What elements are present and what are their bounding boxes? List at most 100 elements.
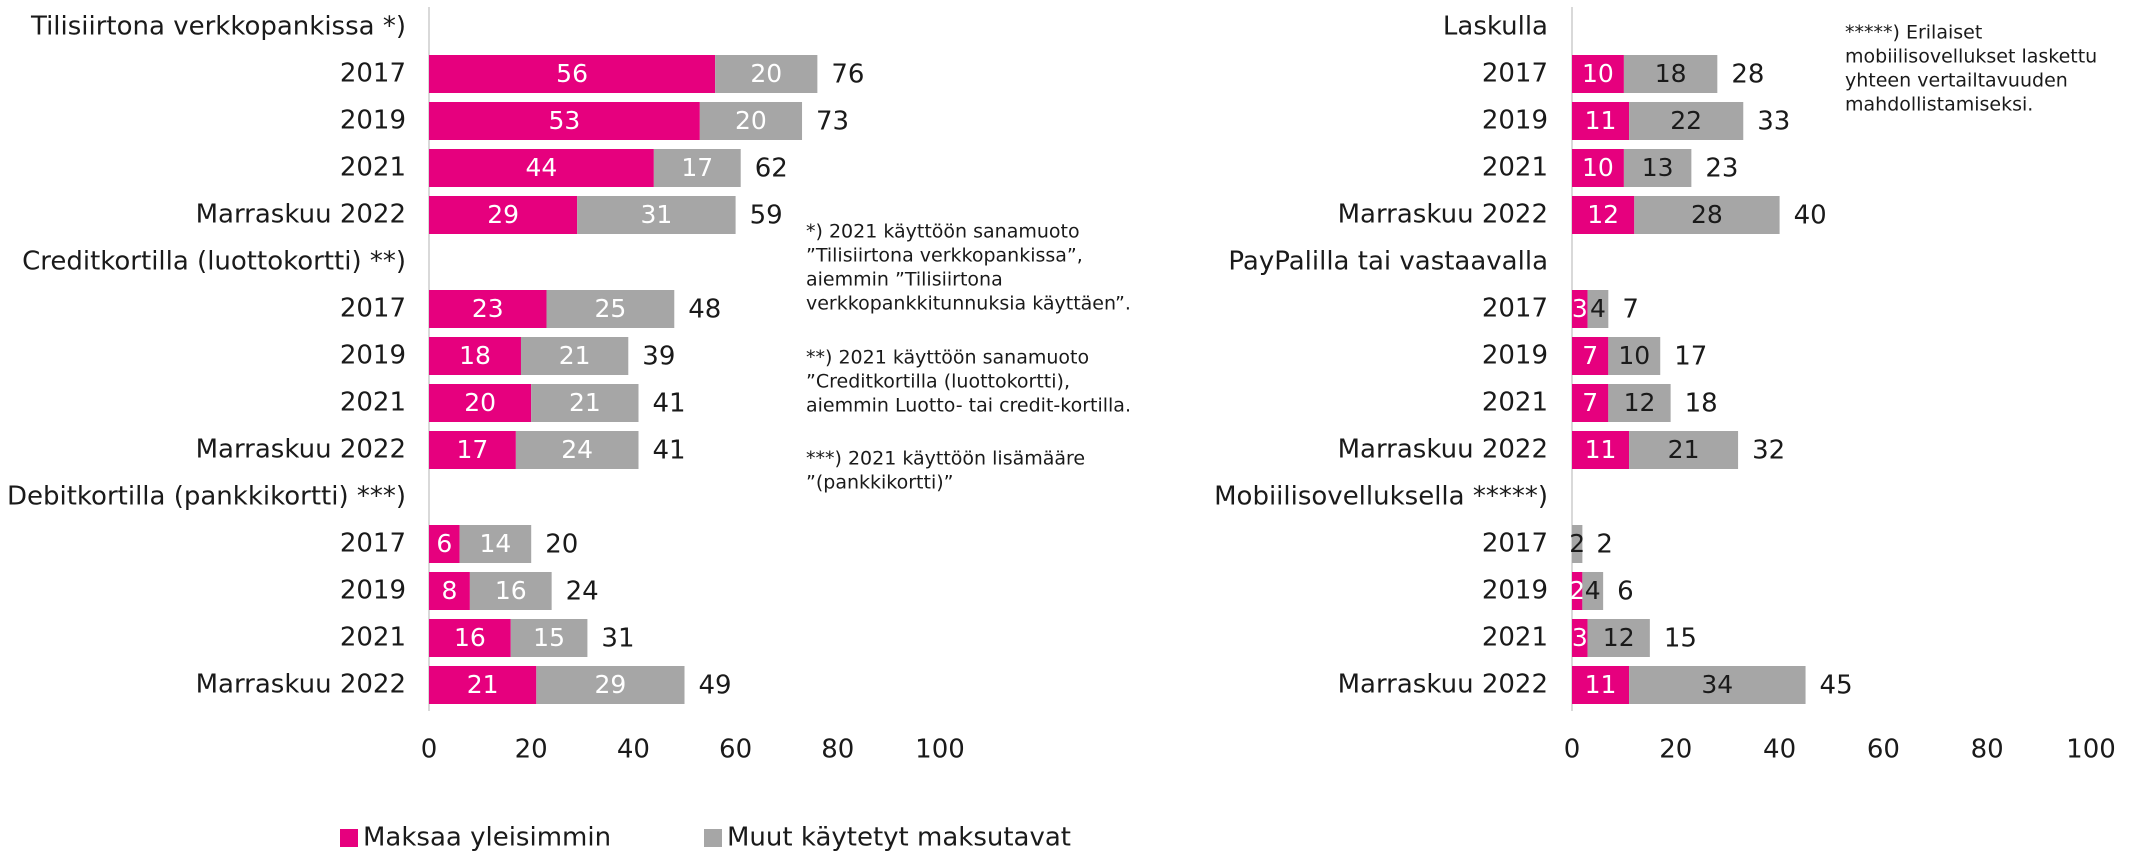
- segment-label: 16: [495, 576, 527, 605]
- segment-label: 14: [480, 529, 512, 558]
- legend-label: Muut käytetyt maksutavat: [727, 823, 1071, 851]
- segment-label: 7: [1582, 341, 1598, 370]
- segment-label: 22: [1670, 106, 1702, 135]
- segment-label: 6: [436, 529, 452, 558]
- segment-label: 2: [1569, 576, 1585, 605]
- annotation: aiemmin Luotto- tai credit-kortilla.: [806, 395, 1131, 417]
- bar-segment: [469, 572, 552, 610]
- bar-segment: [429, 384, 532, 422]
- bar-segment: [1608, 384, 1671, 422]
- x-tick-label: 20: [515, 735, 548, 765]
- segment-label: 12: [1624, 388, 1656, 417]
- total-label: 49: [699, 671, 732, 701]
- x-tick-label: 20: [1659, 735, 1692, 765]
- bar-segment: [1572, 666, 1630, 704]
- category-label: 2021: [340, 623, 406, 653]
- bar-segment: [1608, 337, 1661, 375]
- bar-segment: [1623, 149, 1692, 187]
- annotation: aiemmin ”Tilisiirtona: [806, 269, 1003, 291]
- x-tick-label: 40: [617, 735, 650, 765]
- category-label: 2017: [340, 294, 406, 324]
- total-label: 2: [1596, 530, 1613, 560]
- category-label: 2019: [1482, 341, 1548, 371]
- segment-label: 13: [1642, 153, 1674, 182]
- annotation: ”Tilisiirtona verkkopankissa”,: [806, 245, 1083, 267]
- bar-segment: [520, 337, 629, 375]
- total-label: 15: [1664, 624, 1697, 654]
- bar-segment: [429, 431, 516, 469]
- category-label: Marraskuu 2022: [1338, 670, 1548, 700]
- segment-label: 28: [1691, 200, 1723, 229]
- segment-label: 17: [681, 153, 713, 182]
- bar-segment: [429, 666, 537, 704]
- annotation: *) 2021 käyttöön sanamuoto: [806, 221, 1080, 243]
- segment-label: 10: [1582, 59, 1614, 88]
- annotation: mobiilisovellukset laskettu: [1845, 46, 2097, 68]
- segment-label: 8: [441, 576, 457, 605]
- segment-label: 11: [1585, 670, 1617, 699]
- x-tick-label: 100: [2066, 735, 2116, 765]
- segment-label: 16: [454, 623, 486, 652]
- category-label: 2017: [1482, 294, 1548, 324]
- bar-segment: [429, 149, 654, 187]
- segment-label: 24: [561, 435, 593, 464]
- total-label: 73: [816, 107, 849, 137]
- total-label: 76: [831, 60, 864, 90]
- category-label: Marraskuu 2022: [1338, 200, 1548, 230]
- segment-label: 23: [472, 294, 504, 323]
- bar-segment: [715, 55, 818, 93]
- segment-label: 4: [1585, 576, 1601, 605]
- category-label: Marraskuu 2022: [196, 670, 406, 700]
- segment-label: 15: [533, 623, 565, 652]
- category-label: 2021: [1482, 153, 1548, 183]
- total-label: 62: [755, 154, 788, 184]
- x-tick-label: 100: [915, 735, 965, 765]
- total-label: 20: [545, 530, 578, 560]
- category-label: 2017: [340, 529, 406, 559]
- annotation: **) 2021 käyttöön sanamuoto: [806, 347, 1089, 369]
- bar-segment: [1582, 572, 1604, 610]
- segment-label: 53: [549, 106, 581, 135]
- segment-label: 21: [1668, 435, 1700, 464]
- segment-label: 18: [1655, 59, 1687, 88]
- x-tick-label: 0: [421, 735, 438, 765]
- x-tick-label: 80: [821, 735, 854, 765]
- bar-segment: [1634, 196, 1780, 234]
- segment-label: 20: [464, 388, 496, 417]
- category-label: Debitkortilla (pankkikortti) ***): [7, 482, 406, 512]
- bar-segment: [1623, 55, 1718, 93]
- total-label: 45: [1820, 671, 1853, 701]
- annotation: ***) 2021 käyttöön lisämääre: [806, 448, 1085, 470]
- category-label: 2019: [1482, 576, 1548, 606]
- total-label: 40: [1794, 201, 1827, 231]
- bar-segment: [510, 619, 588, 657]
- annotation: *****) Erilaiset: [1845, 22, 1982, 44]
- total-label: 18: [1685, 389, 1718, 419]
- category-label: 2021: [1482, 623, 1548, 653]
- total-label: 7: [1622, 295, 1639, 325]
- bar-segment: [429, 572, 470, 610]
- bar-segment: [429, 196, 578, 234]
- total-label: 32: [1752, 436, 1785, 466]
- segment-label: 29: [487, 200, 519, 229]
- bar-segment: [429, 290, 547, 328]
- annotation: yhteen vertailtavuuden: [1845, 70, 2068, 92]
- x-tick-label: 40: [1763, 735, 1796, 765]
- bar-segment: [546, 290, 675, 328]
- legend-swatch: [340, 829, 358, 847]
- segment-label: 12: [1603, 623, 1635, 652]
- bar-segment: [1629, 102, 1744, 140]
- category-label: Tilisiirtona verkkopankissa *): [30, 12, 406, 42]
- total-label: 17: [1674, 342, 1707, 372]
- category-label: Marraskuu 2022: [196, 200, 406, 230]
- segment-label: 31: [640, 200, 672, 229]
- category-label: 2019: [340, 576, 406, 606]
- bar-segment: [1572, 337, 1609, 375]
- bar-segment: [1629, 431, 1739, 469]
- annotation: ”(pankkikortti)”: [806, 472, 953, 494]
- category-label: 2017: [1482, 59, 1548, 89]
- segment-label: 34: [1701, 670, 1733, 699]
- bar-segment: [429, 337, 521, 375]
- segment-label: 10: [1582, 153, 1614, 182]
